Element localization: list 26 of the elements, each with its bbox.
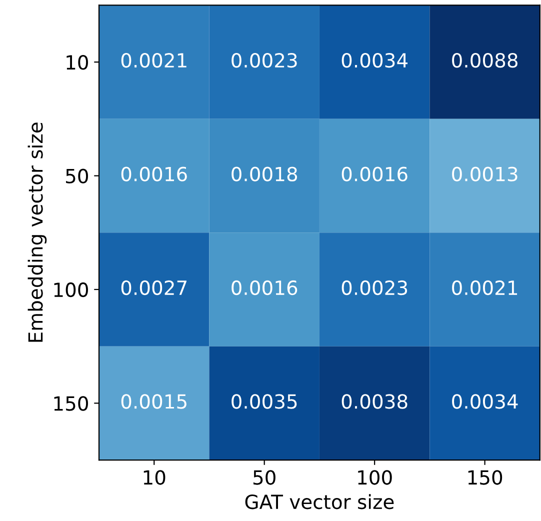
data-label: 0.0023	[232, 53, 297, 68]
data-label: 0.0021	[452, 280, 518, 296]
data-label: 0.0088	[452, 53, 518, 68]
x-tick-label: 10	[144, 470, 166, 485]
data-label: 0.0023	[342, 280, 408, 296]
y-tick-label: 10	[66, 55, 88, 70]
data-label: 0.0038	[342, 394, 408, 409]
x-tick-label: 100	[358, 470, 392, 485]
data-label: 0.0013	[452, 166, 518, 182]
y-tick-label: 100	[54, 282, 88, 298]
x-axis-title: GAT vector size	[245, 494, 394, 510]
y-axis-title: Embedding vector size	[28, 122, 47, 342]
data-label: 0.0016	[121, 166, 187, 182]
data-label: 0.0027	[121, 280, 186, 296]
data-label: 0.0015	[121, 394, 186, 409]
y-tick-label: 150	[54, 396, 88, 411]
data-label: 0.0016	[342, 166, 408, 182]
data-label: 0.0018	[232, 166, 298, 182]
data-label: 0.0021	[121, 53, 186, 68]
y-tick-label: 50	[66, 168, 88, 184]
data-label: 0.0016	[232, 280, 298, 296]
x-tick-label: 150	[468, 470, 502, 485]
x-tick-label: 50	[253, 470, 276, 485]
data-label: 0.0034	[452, 394, 518, 409]
data-label: 0.0035	[232, 394, 297, 409]
data-label: 0.0034	[342, 53, 408, 68]
